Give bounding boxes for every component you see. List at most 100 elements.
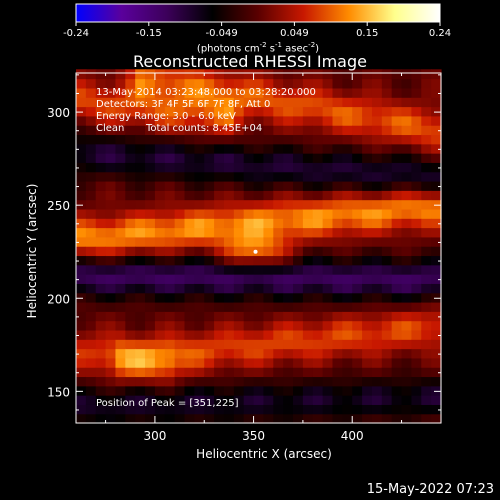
heatmap-cell — [204, 329, 215, 340]
heatmap-cell — [194, 171, 205, 182]
heatmap-cell — [184, 413, 195, 424]
heatmap-cell — [174, 329, 186, 340]
heatmap-cell — [253, 274, 265, 284]
heatmap-cell — [204, 292, 215, 303]
heatmap-cell — [371, 404, 383, 415]
heatmap-cell — [322, 367, 334, 378]
heatmap-cell — [223, 283, 235, 294]
heatmap-cell — [105, 367, 117, 378]
heatmap-cell — [223, 329, 235, 340]
heatmap-cell — [302, 348, 314, 359]
heatmap-cell — [401, 348, 412, 359]
heatmap-cell — [204, 311, 215, 322]
heatmap-cell — [293, 153, 304, 163]
heatmap-cell — [273, 292, 284, 303]
heatmap-cell — [145, 134, 156, 145]
heatmap-cell — [263, 78, 274, 89]
heatmap-cell — [312, 246, 324, 257]
heatmap-cell — [302, 264, 314, 275]
heatmap-cell — [95, 301, 107, 312]
heatmap-cell — [312, 199, 324, 210]
heatmap-cell — [431, 162, 442, 173]
heatmap-cell — [332, 274, 343, 284]
heatmap-cell — [164, 78, 176, 89]
heatmap-cell — [371, 106, 383, 117]
heatmap-cell — [105, 153, 117, 163]
heatmap-cell — [115, 292, 126, 303]
heatmap-cell — [411, 78, 422, 89]
heatmap-cell — [431, 339, 442, 350]
heatmap-cell — [371, 162, 383, 173]
heatmap-cell — [194, 395, 205, 405]
heatmap-cell — [411, 97, 422, 108]
heatmap-cell — [283, 395, 294, 405]
heatmap-cell — [401, 329, 412, 340]
heatmap-cell — [214, 236, 225, 247]
heatmap-cell — [362, 376, 373, 387]
heatmap-cell — [322, 404, 334, 415]
heatmap-cell — [273, 348, 284, 359]
heatmap-cell — [115, 274, 126, 284]
heatmap-cell — [283, 301, 294, 312]
heatmap-cell — [273, 78, 284, 89]
heatmap-cell — [233, 348, 245, 359]
heatmap-cell — [76, 320, 87, 331]
heatmap-cell — [293, 69, 304, 80]
heatmap-cell — [95, 162, 107, 173]
heatmap-cell — [273, 413, 284, 424]
heatmap-cell — [135, 367, 146, 378]
heatmap-cell — [115, 339, 126, 350]
heatmap-cell — [204, 339, 215, 350]
heatmap-cell — [273, 385, 284, 396]
heatmap-cell — [283, 180, 294, 191]
heatmap-cell — [322, 320, 334, 331]
heatmap-cell — [293, 385, 304, 396]
heatmap-cell — [145, 227, 156, 238]
heatmap-cell — [174, 246, 186, 257]
heatmap-cell — [154, 311, 166, 322]
heatmap-cell — [401, 274, 412, 284]
heatmap-cell — [214, 376, 225, 387]
heatmap-cell — [184, 339, 195, 350]
heatmap-cell — [312, 78, 324, 89]
heatmap-cell — [135, 162, 146, 173]
heatmap-cell — [352, 69, 363, 80]
heatmap-cell — [214, 301, 225, 312]
heatmap-cell — [312, 115, 324, 126]
heatmap-cell — [135, 199, 146, 210]
heatmap-cell — [184, 153, 195, 163]
heatmap-cell — [194, 236, 205, 247]
heatmap-cell — [223, 255, 235, 266]
heatmap-cell — [322, 134, 334, 145]
heatmap-cell — [391, 292, 403, 303]
heatmap-cell — [145, 357, 156, 368]
heatmap-cell — [145, 87, 156, 98]
heatmap-cell — [253, 357, 265, 368]
heatmap-cell — [243, 78, 255, 89]
heatmap-cell — [352, 134, 363, 145]
heatmap-cell — [332, 153, 343, 163]
heatmap-cell — [421, 395, 432, 405]
heatmap-cell — [164, 97, 176, 108]
heatmap-cell — [243, 385, 255, 396]
heatmap-cell — [214, 143, 225, 154]
heatmap-cell — [105, 413, 117, 424]
heatmap-cell — [85, 227, 97, 238]
heatmap-cell — [312, 348, 324, 359]
heatmap-cell — [273, 329, 284, 340]
heatmap-cell — [95, 180, 107, 191]
heatmap-cell — [253, 134, 265, 145]
heatmap-cell — [223, 348, 235, 359]
heatmap-cell — [312, 180, 324, 191]
heatmap-cell — [154, 329, 166, 340]
heatmap-cell — [174, 292, 186, 303]
heatmap-cell — [322, 180, 334, 191]
heatmap-cell — [95, 255, 107, 266]
heatmap-cell — [85, 180, 97, 191]
heatmap-cell — [401, 190, 412, 201]
heatmap-cell — [381, 395, 393, 405]
heatmap-cell — [362, 264, 373, 275]
heatmap-cell — [253, 199, 265, 210]
heatmap-cell — [342, 171, 353, 182]
heatmap-cell — [174, 227, 186, 238]
